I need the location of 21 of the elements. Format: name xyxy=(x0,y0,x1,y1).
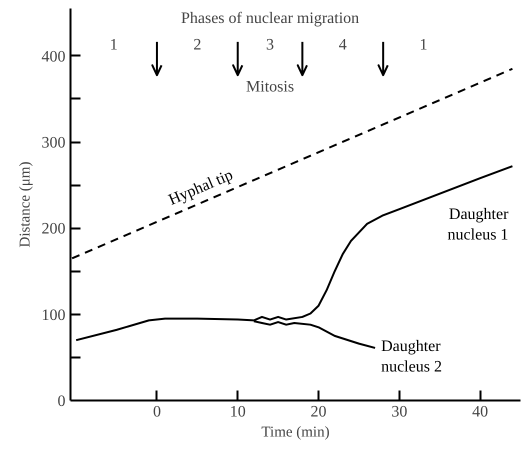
series-label: Daughter nucleus 1 xyxy=(448,206,510,244)
y-tick-label: 200 xyxy=(42,220,66,238)
annotation: 2 xyxy=(193,36,202,54)
y-tick-label: 400 xyxy=(42,48,66,66)
y-axis-title: Distance (μm) xyxy=(18,162,34,248)
y-tick-label: 0 xyxy=(58,393,66,410)
x-tick-label: 30 xyxy=(391,404,408,420)
annotation: 4 xyxy=(338,36,347,54)
x-tick-label: 40 xyxy=(472,404,488,420)
y-tick-label: 100 xyxy=(42,306,66,324)
y-tick-label: 300 xyxy=(42,134,66,152)
x-tick-label: 0 xyxy=(152,404,161,420)
series-label: Daughter nucleus 2 xyxy=(381,338,442,376)
annotation: 1 xyxy=(110,36,118,54)
annotation: 3 xyxy=(266,36,274,54)
annotation: Mitosis xyxy=(246,78,294,96)
x-tick-label: 10 xyxy=(230,404,246,420)
x-axis-title: Time (min) xyxy=(261,424,330,440)
annotation: 1 xyxy=(420,36,428,54)
annotation: Phases of nuclear migration xyxy=(180,10,360,27)
x-tick-label: 20 xyxy=(310,404,327,420)
